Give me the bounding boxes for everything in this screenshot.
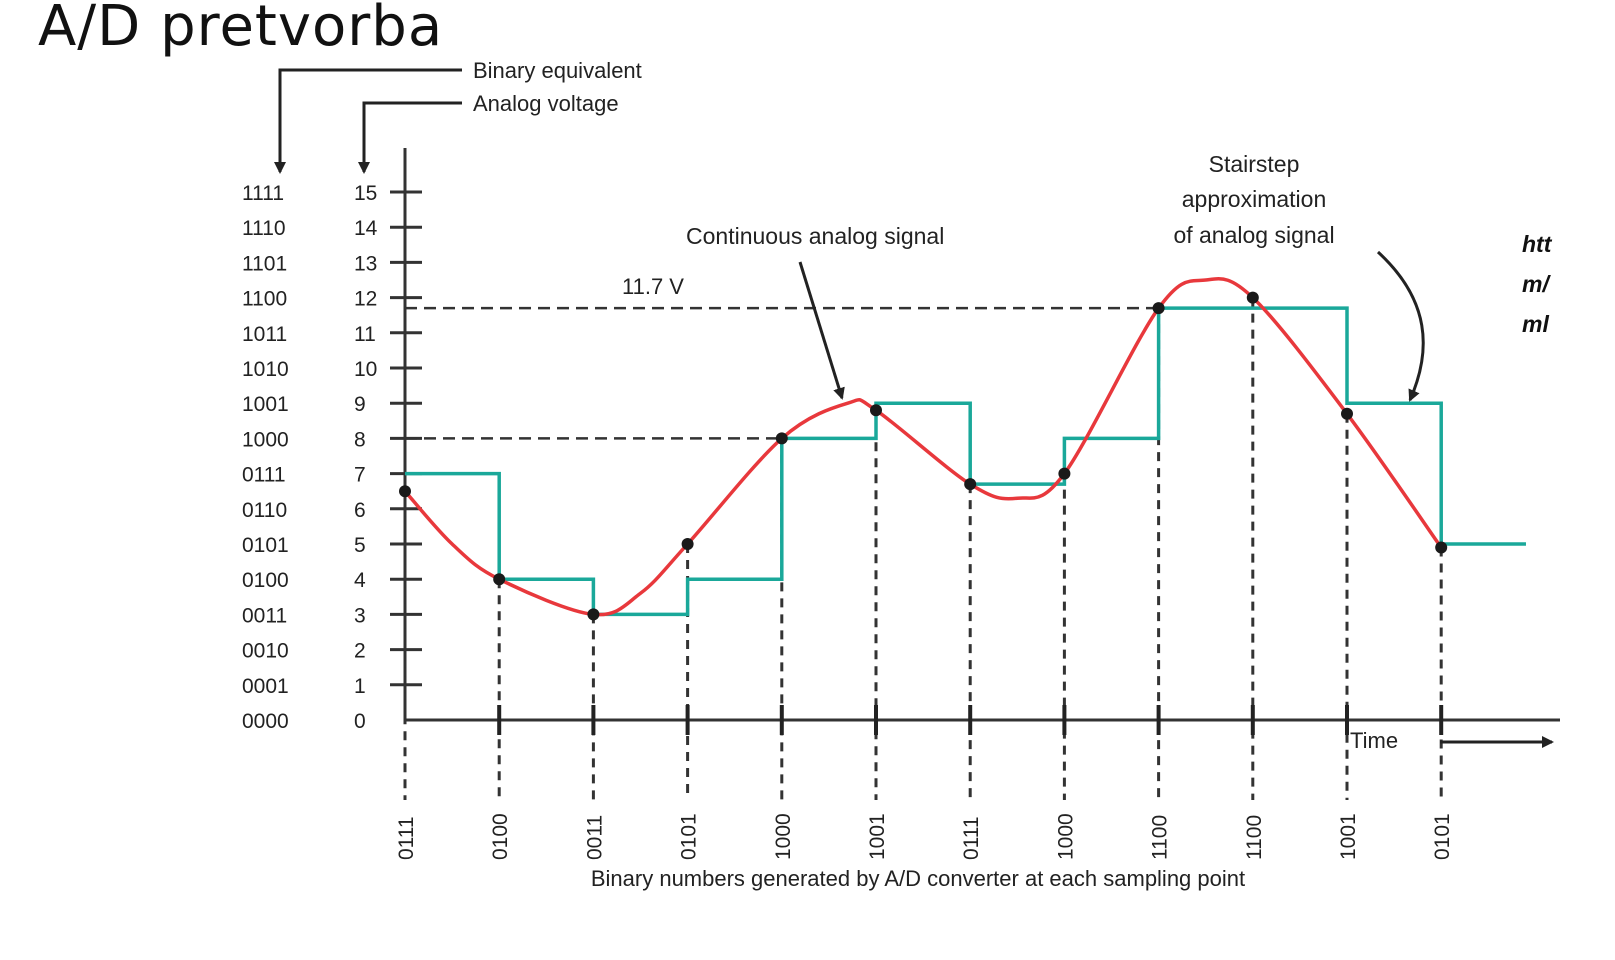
y-tick-label-14: 14 [354,217,378,240]
y-tick-binary-9: 1001 [242,393,289,416]
y-tick-binary-5: 0101 [242,534,289,557]
legend-analog-voltage: Analog voltage [473,91,619,116]
bottom-caption: Binary numbers generated by A/D converte… [591,866,1245,891]
cut-off-link: htt m/ ml [1522,231,1553,337]
y-tick-label-4: 4 [354,569,366,592]
sample-binary-1: 0100 [489,813,512,860]
analog-voltage-leader [358,101,462,174]
sample-binary-6: 0111 [960,816,983,860]
dashed-guides [403,297,1443,800]
sample-point-6 [964,478,977,491]
y-ticks: 0000010001200103001140100501016011070111… [242,182,422,733]
sample-point-8 [1152,302,1165,315]
sample-point-9 [1246,291,1259,304]
y-tick-binary-14: 1110 [242,217,286,240]
y-tick-label-7: 7 [354,464,366,487]
sample-binary-5: 1001 [866,813,889,860]
sample-binary-7: 1000 [1054,813,1077,860]
time-label: Time [1350,728,1398,753]
y-tick-label-12: 12 [354,288,377,311]
y-tick-label-3: 3 [354,604,366,627]
x-sampling-ticks [497,705,1444,735]
y-tick-binary-6: 0110 [242,499,287,522]
sample-binary-9: 1100 [1243,815,1266,860]
link-fragment-1: htt [1522,231,1553,257]
stairstep-label-line1: Stairstep [1209,151,1300,177]
y-tick-label-6: 6 [354,499,366,522]
link-fragment-2: m/ [1522,271,1551,297]
y-tick-binary-10: 1010 [242,358,289,381]
binary-equivalent-leader [274,68,462,174]
y-tick-label-5: 5 [354,534,366,557]
sample-point-5 [870,404,882,417]
y-tick-binary-0: 0000 [242,710,289,733]
analog-series [403,277,1443,617]
y-tick-binary-11: 1011 [242,323,287,346]
sample-binary-10: 1001 [1337,813,1360,860]
y-tick-binary-15: 1111 [242,182,284,205]
stairstep-label-line3: of analog signal [1173,222,1334,248]
stairstep-label-line2: approximation [1182,186,1326,212]
sample-binary-8: 1100 [1149,815,1172,860]
sample-binary-labels: 0111 0100 0011 0101 1000 1001 0111 1000 1100 1100… [395,813,1454,860]
continuous-signal-arrow [798,261,845,400]
link-fragment-3: ml [1522,311,1549,337]
y-tick-label-15: 15 [354,182,377,205]
y-tick-binary-7: 0111 [242,464,286,487]
y-tick-label-8: 8 [354,428,366,451]
sample-point-7 [1058,467,1071,480]
analog-signal-curve [403,277,1443,617]
y-tick-label-13: 13 [354,252,377,275]
sample-binary-2: 0011 [583,815,606,860]
sample-point-1 [493,573,506,586]
y-tick-binary-8: 1000 [242,428,289,451]
sample-point-4 [775,432,788,445]
y-tick-label-0: 0 [354,710,366,733]
y-tick-label-10: 10 [354,358,377,381]
level-11-7-label: 11.7 V [622,274,684,299]
y-tick-binary-12: 1100 [242,288,287,311]
sample-point-3 [681,538,694,550]
legend-binary-equivalent: Binary equivalent [473,58,642,83]
sample-points [399,291,1448,621]
sample-point-0 [399,485,411,498]
y-tick-binary-3: 0011 [242,604,287,627]
y-tick-binary-1: 0001 [242,675,289,698]
sample-binary-0: 0111 [395,816,418,860]
stairstep-line [405,306,1526,617]
y-tick-binary-2: 0010 [242,640,289,663]
y-tick-label-11: 11 [354,323,376,346]
stairstep-arrow [1376,250,1425,402]
annotations: 11.7 V Continuous analog signal Stairste… [591,151,1554,891]
y-tick-binary-13: 1101 [242,252,287,275]
axes [403,148,1560,722]
sample-point-2 [587,608,600,621]
stairstep-series [405,306,1526,617]
legend-leaders: Binary equivalent Analog voltage [274,58,642,174]
sample-binary-3: 0101 [678,813,701,860]
y-tick-label-2: 2 [354,640,366,663]
sample-point-10 [1341,407,1353,420]
y-tick-label-9: 9 [354,393,366,416]
sample-binary-11: 0101 [1431,813,1454,860]
slide-title: A/D pretvorba [38,0,444,59]
continuous-signal-label: Continuous analog signal [686,223,944,249]
y-tick-label-1: 1 [354,675,366,698]
sample-binary-4: 1000 [772,813,795,860]
y-tick-binary-4: 0100 [242,569,289,592]
sample-point-11 [1435,541,1448,554]
